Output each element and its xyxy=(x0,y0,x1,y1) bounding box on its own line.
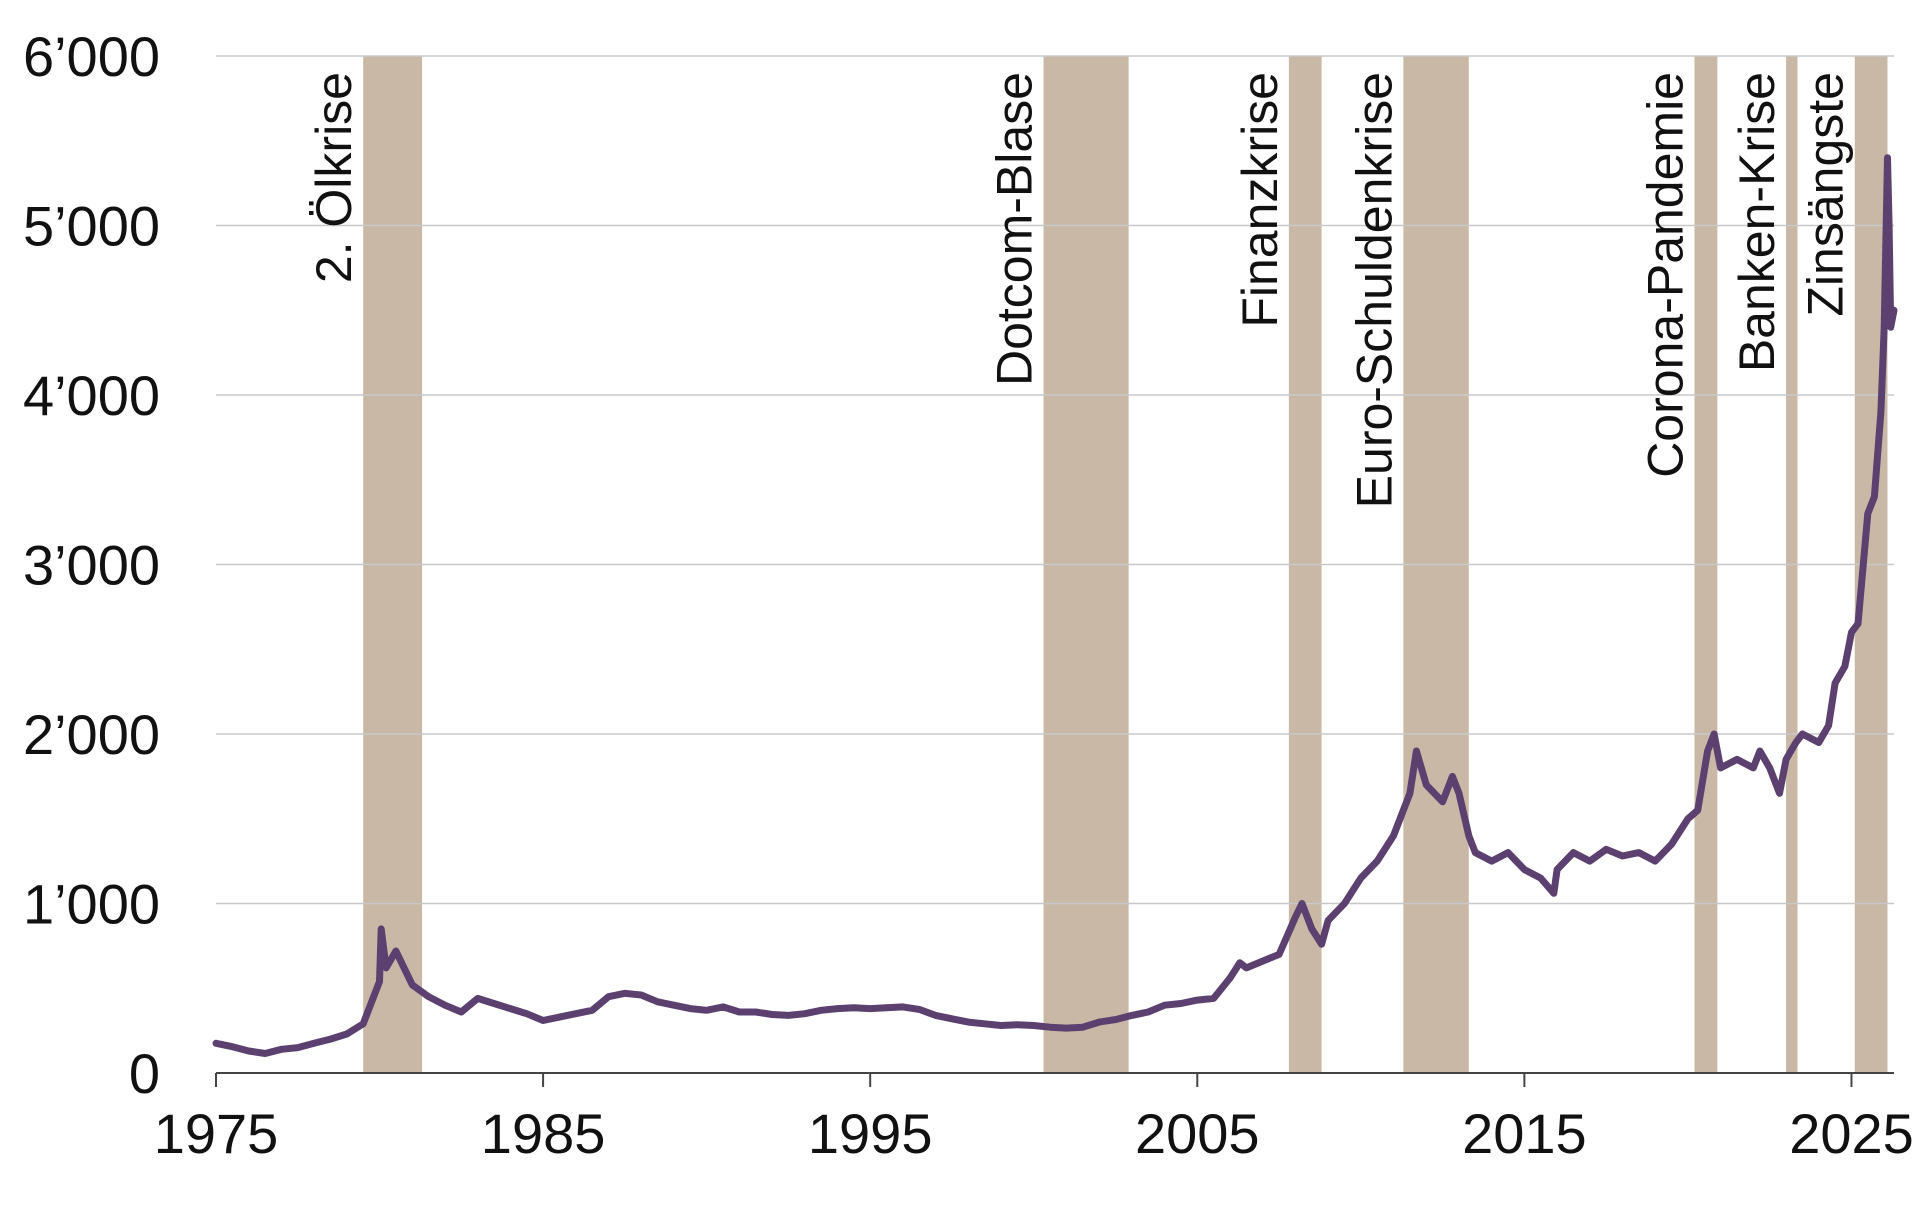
y-tick-label: 4’000 xyxy=(23,364,160,427)
y-tick-label: 0 xyxy=(129,1042,160,1105)
y-tick-label: 6’000 xyxy=(23,25,160,88)
x-tick-label: 1995 xyxy=(808,1102,933,1165)
y-tick-label: 1’000 xyxy=(23,873,160,936)
series-line xyxy=(212,154,1898,1057)
gridlines xyxy=(216,55,1894,905)
y-tick-label: 5’000 xyxy=(23,195,160,258)
series-layer xyxy=(212,154,1898,1057)
crisis-label: Banken-Krise xyxy=(1729,72,1785,372)
x-tick-label: 2005 xyxy=(1135,1102,1260,1165)
crisis-label: Zinsängste xyxy=(1798,72,1854,317)
crisis-label: Euro-Schuldenkrise xyxy=(1346,72,1402,508)
axes: 0 1’000 2’000 3’000 4’000 5’000 6’000 1975 1985 1… xyxy=(23,25,1914,1165)
crisis-label: Corona-Pandemie xyxy=(1637,72,1693,478)
crisis-label: Finanzkrise xyxy=(1232,72,1288,328)
x-tick-label: 2025 xyxy=(1789,1102,1914,1165)
x-tick-label: 2015 xyxy=(1462,1102,1587,1165)
crisis-label: 2. Ölkrise xyxy=(306,72,362,283)
y-tick-label: 2’000 xyxy=(23,703,160,766)
crisis-labels: 2. Ölkrise Dotcom-Blase Finanzkrise Euro-Sc… xyxy=(306,72,1854,508)
x-tick-label: 1985 xyxy=(481,1102,606,1165)
x-tick-label: 1975 xyxy=(154,1102,279,1165)
y-tick-label: 3’000 xyxy=(23,534,160,597)
crisis-label: Dotcom-Blase xyxy=(987,72,1043,386)
